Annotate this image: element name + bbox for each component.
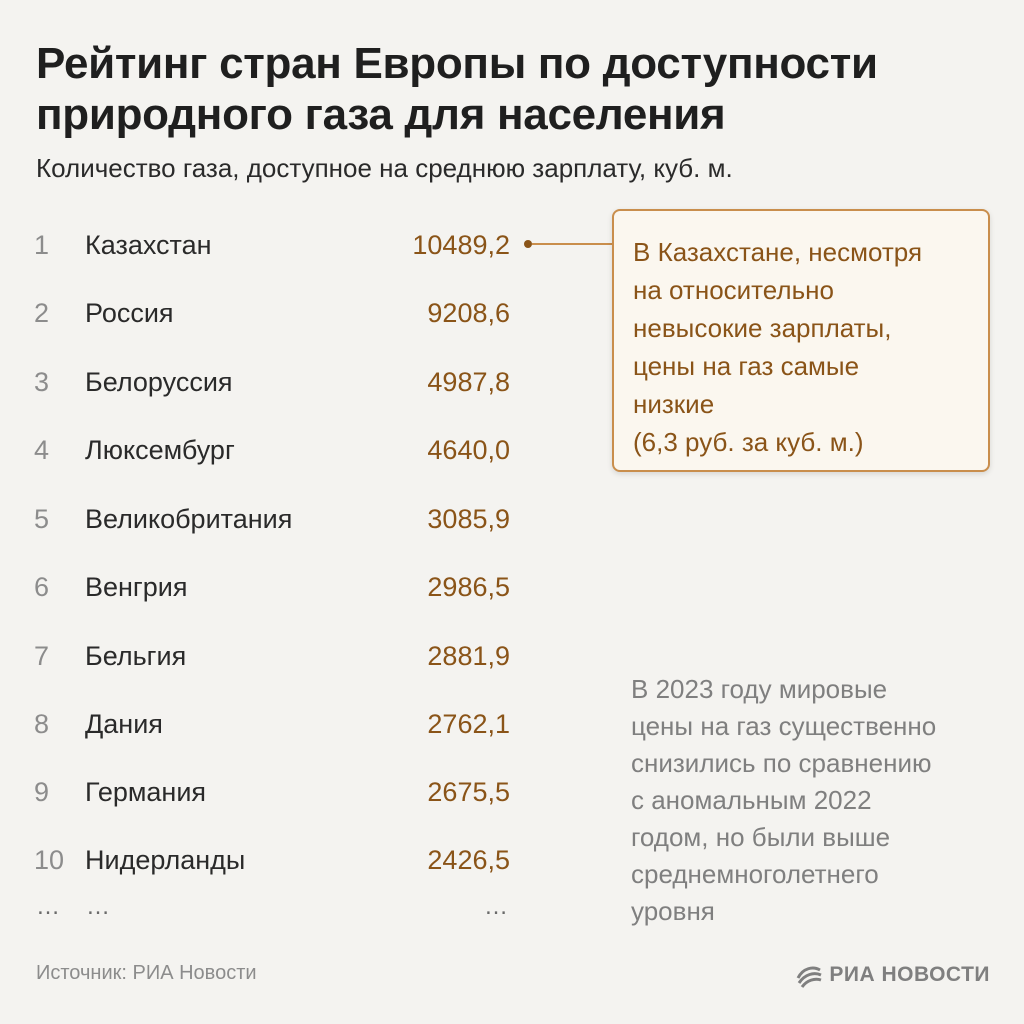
row-rank: 10 bbox=[34, 845, 65, 875]
note-line: снизились по сравнению bbox=[631, 748, 932, 778]
callout-line: на относительно bbox=[633, 275, 834, 305]
row-value: 9208,6 bbox=[427, 298, 510, 328]
row-country: Нидерланды bbox=[85, 845, 246, 875]
ria-logo: РИА НОВОСТИ bbox=[795, 960, 990, 990]
source-note: Источник: РИА Новости bbox=[36, 962, 257, 984]
ellipsis-country: … bbox=[86, 893, 110, 920]
table-row: 6 Венгрия 2986,5 bbox=[0, 572, 560, 612]
table-row: 7 Бельгия 2881,9 bbox=[0, 641, 560, 681]
callout-connector bbox=[524, 240, 618, 248]
callout-line: (6,3 руб. за куб. м.) bbox=[633, 427, 864, 457]
row-rank: 3 bbox=[34, 367, 50, 397]
row-value: 2986,5 bbox=[427, 572, 510, 602]
table-row: 9 Германия 2675,5 bbox=[0, 777, 560, 817]
row-country: Люксембург bbox=[85, 435, 235, 465]
row-value: 2881,9 bbox=[427, 641, 510, 671]
note-line: цены на газ существенно bbox=[631, 711, 937, 741]
row-rank: 8 bbox=[34, 709, 50, 739]
row-country: Венгрия bbox=[85, 572, 188, 602]
chart-title: Рейтинг стран Европы по доступности прир… bbox=[36, 38, 996, 140]
ranking-table: … … … 1 Казахстан 10489,2 2 Россия 9208,6 3 Бел… bbox=[0, 0, 560, 930]
callout-line: цены на газ самые bbox=[633, 351, 860, 381]
table-row: 8 Дания 2762,1 bbox=[0, 709, 560, 749]
kazakhstan-callout: В Казахстане, несмотря на относительно нев… bbox=[612, 209, 990, 472]
ellipsis-value: … bbox=[484, 893, 508, 920]
table-row: 4 Люксембург 4640,0 bbox=[0, 435, 560, 475]
row-value: 2675,5 bbox=[427, 777, 510, 807]
ria-globe-icon bbox=[797, 966, 822, 988]
row-country: Германия bbox=[85, 777, 207, 807]
table-ellipsis-row: … … … bbox=[0, 893, 560, 923]
callout-line: В Казахстане, несмотря bbox=[633, 237, 923, 267]
row-rank: 9 bbox=[34, 777, 50, 807]
row-rank: 4 bbox=[34, 435, 50, 465]
row-rank: 6 bbox=[34, 572, 50, 602]
title-line-2: природного газа для населения bbox=[36, 90, 726, 139]
row-value: 10489,2 bbox=[412, 230, 510, 260]
row-country: Бельгия bbox=[85, 641, 187, 671]
row-country: Великобритания bbox=[85, 504, 293, 534]
row-country: Дания bbox=[85, 709, 163, 739]
row-value: 2762,1 bbox=[427, 709, 510, 739]
title-line-1: Рейтинг стран Европы по доступности bbox=[36, 39, 878, 88]
row-value: 4640,0 bbox=[427, 435, 510, 465]
callout-line: невысокие зарплаты, bbox=[633, 313, 892, 343]
note-line: В 2023 году мировые bbox=[631, 674, 888, 704]
table-row: 5 Великобритания 3085,9 bbox=[0, 504, 560, 544]
table-row: 10 Нидерланды 2426,5 bbox=[0, 845, 560, 885]
table-row: 2 Россия 9208,6 bbox=[0, 298, 560, 338]
callout-line: низкие bbox=[633, 389, 715, 419]
connector-dot bbox=[524, 240, 532, 248]
row-rank: 2 bbox=[34, 298, 50, 328]
row-rank: 1 bbox=[34, 230, 50, 260]
row-country: Белоруссия bbox=[85, 367, 233, 397]
note-line: среднемноголетнего bbox=[631, 859, 879, 889]
row-value: 2426,5 bbox=[427, 845, 510, 875]
table-row: 3 Белоруссия 4987,8 bbox=[0, 367, 560, 407]
chart-subtitle: Количество газа, доступное на среднюю за… bbox=[36, 153, 733, 183]
logo-text: РИА НОВОСТИ bbox=[829, 963, 990, 986]
table-row: 1 Казахстан 10489,2 bbox=[0, 230, 560, 270]
ellipsis-rank: … bbox=[36, 893, 60, 920]
row-rank: 7 bbox=[34, 641, 50, 671]
row-country: Казахстан bbox=[85, 230, 212, 260]
row-country: Россия bbox=[85, 298, 174, 328]
note-line: уровня bbox=[631, 896, 715, 926]
note-line: годом, но были выше bbox=[631, 822, 891, 852]
row-value: 4987,8 bbox=[427, 367, 510, 397]
market-note: В 2023 году мировые цены на газ существен… bbox=[631, 671, 1001, 930]
row-value: 3085,9 bbox=[427, 504, 510, 534]
row-rank: 5 bbox=[34, 504, 50, 534]
note-line: с аномальным 2022 bbox=[631, 785, 872, 815]
